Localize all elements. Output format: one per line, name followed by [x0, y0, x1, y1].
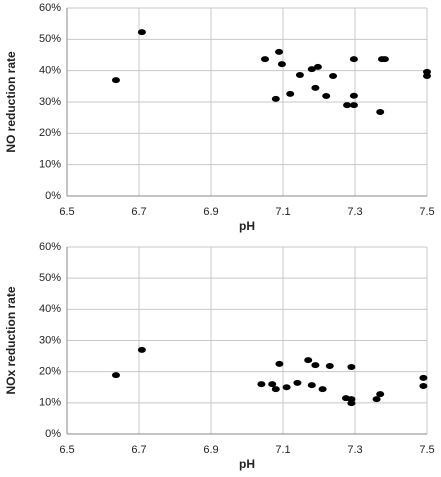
point [349, 92, 358, 99]
x-tick-label: 7.1 [275, 206, 290, 218]
point [419, 374, 428, 381]
point [271, 95, 280, 102]
point [277, 61, 286, 68]
point [423, 72, 431, 79]
x-tick-label: 6.5 [59, 444, 74, 456]
point [419, 383, 428, 390]
y-tick-label: 60% [39, 2, 61, 14]
y-tick-label: 40% [39, 303, 61, 315]
point [376, 109, 385, 116]
point [347, 363, 356, 370]
point [329, 72, 338, 79]
y-tick-label: 50% [39, 33, 61, 45]
x-tick-label: 7.3 [347, 444, 362, 456]
x-tick-label: 7.3 [347, 206, 362, 218]
x-tick-label: 6.7 [131, 206, 146, 218]
point [275, 360, 284, 367]
y-tick-label: 40% [39, 65, 61, 77]
x-tick-label: 7.5 [419, 444, 434, 456]
point [376, 391, 385, 398]
y-tick-label: 0% [45, 190, 61, 202]
point [307, 66, 316, 73]
y-tick-label: 50% [39, 272, 61, 284]
point [349, 102, 358, 109]
point [322, 93, 331, 100]
point [318, 386, 327, 393]
y-tick-label: 20% [39, 366, 61, 378]
x-axis-title: pH [239, 219, 255, 233]
point [307, 382, 316, 389]
y-tick-label: 20% [39, 127, 61, 139]
x-axis-title: pH [239, 457, 255, 471]
point [111, 372, 120, 379]
point [261, 56, 269, 63]
point [137, 346, 146, 353]
point [286, 90, 295, 97]
y-tick-label: 60% [39, 241, 61, 253]
point [268, 381, 277, 388]
x-tick-label: 6.9 [203, 444, 218, 456]
point [257, 381, 266, 388]
y-tick-label: 10% [39, 397, 61, 409]
x-tick-label: 7.5 [419, 206, 434, 218]
point [347, 400, 356, 407]
point [137, 29, 146, 36]
point [275, 48, 284, 55]
point [295, 72, 304, 79]
y-tick-label: 0% [45, 428, 61, 440]
y-tick-label: 30% [39, 334, 61, 346]
x-tick-label: 6.5 [59, 206, 74, 218]
point [311, 84, 320, 91]
y-tick-label: 10% [39, 159, 61, 171]
point [111, 77, 120, 84]
y-tick-label: 30% [39, 96, 61, 108]
point [293, 379, 302, 386]
y-axis-title: NO reduction rate [4, 51, 18, 153]
point [380, 56, 389, 63]
point [271, 386, 280, 393]
point [325, 363, 334, 370]
x-tick-label: 6.7 [131, 444, 146, 456]
x-tick-label: 6.9 [203, 206, 218, 218]
y-axis-title: NOx reduction rate [4, 286, 18, 394]
point [349, 56, 358, 63]
x-tick-label: 7.1 [275, 444, 290, 456]
point [282, 384, 291, 391]
point [311, 362, 320, 369]
point [372, 396, 381, 403]
point [313, 63, 322, 70]
point [304, 357, 313, 364]
point [343, 102, 352, 109]
